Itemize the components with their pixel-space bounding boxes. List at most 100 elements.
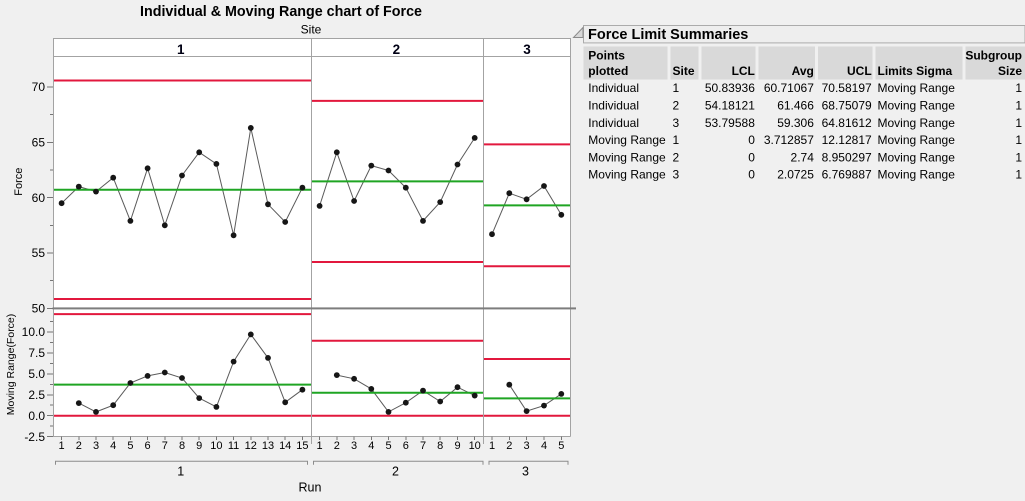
svg-text:2: 2 [506, 440, 512, 452]
svg-text:9: 9 [196, 440, 202, 452]
svg-text:10.0: 10.0 [22, 325, 46, 339]
svg-text:1: 1 [673, 133, 680, 147]
svg-text:3: 3 [673, 168, 680, 182]
svg-text:60.71067: 60.71067 [764, 81, 814, 95]
svg-text:2: 2 [392, 465, 399, 479]
svg-text:Moving Range: Moving Range [878, 99, 956, 113]
svg-text:6.769887: 6.769887 [822, 168, 872, 182]
svg-text:UCL: UCL [847, 64, 872, 78]
svg-text:3: 3 [524, 440, 530, 452]
svg-text:Moving Range: Moving Range [878, 81, 956, 95]
svg-text:10: 10 [469, 440, 481, 452]
svg-text:0: 0 [748, 168, 755, 182]
svg-text:8.950297: 8.950297 [822, 150, 872, 164]
svg-text:2.5: 2.5 [28, 388, 45, 402]
svg-text:2.0725: 2.0725 [777, 168, 814, 182]
svg-text:1: 1 [1015, 81, 1022, 95]
svg-text:5.0: 5.0 [28, 367, 45, 381]
svg-text:12.12817: 12.12817 [822, 133, 872, 147]
svg-text:Individual: Individual [588, 116, 639, 130]
svg-text:13: 13 [262, 440, 274, 452]
svg-text:Force: Force [13, 168, 25, 196]
svg-text:LCL: LCL [732, 64, 755, 78]
svg-text:68.75079: 68.75079 [822, 99, 872, 113]
svg-text:Force Limit Summaries: Force Limit Summaries [588, 27, 748, 43]
svg-text:70.58197: 70.58197 [822, 81, 872, 95]
svg-text:Moving Range: Moving Range [878, 168, 956, 182]
svg-text:59.306: 59.306 [777, 116, 814, 130]
svg-text:3: 3 [673, 116, 680, 130]
svg-text:5: 5 [385, 440, 391, 452]
svg-text:0: 0 [748, 133, 755, 147]
svg-text:Moving Range: Moving Range [878, 133, 956, 147]
svg-text:Moving Range: Moving Range [588, 133, 666, 147]
svg-text:8: 8 [437, 440, 443, 452]
svg-text:14: 14 [279, 440, 291, 452]
svg-text:6: 6 [403, 440, 409, 452]
svg-text:Subgroup: Subgroup [965, 49, 1022, 63]
svg-text:53.79588: 53.79588 [705, 116, 755, 130]
svg-text:Points: Points [588, 49, 625, 63]
svg-text:12: 12 [245, 440, 257, 452]
svg-text:0: 0 [748, 150, 755, 164]
svg-text:Run: Run [299, 481, 322, 495]
svg-text:1: 1 [1015, 150, 1022, 164]
svg-text:7.5: 7.5 [28, 346, 45, 360]
svg-text:Site: Site [301, 23, 322, 37]
svg-text:1: 1 [1015, 116, 1022, 130]
svg-text:5: 5 [127, 440, 133, 452]
svg-text:4: 4 [110, 440, 116, 452]
svg-text:2.74: 2.74 [791, 150, 815, 164]
svg-text:6: 6 [145, 440, 151, 452]
svg-text:Individual: Individual [588, 81, 639, 95]
svg-text:10: 10 [210, 440, 222, 452]
svg-text:3: 3 [523, 42, 531, 57]
svg-text:50.83936: 50.83936 [705, 81, 755, 95]
svg-text:1: 1 [317, 440, 323, 452]
svg-text:3: 3 [351, 440, 357, 452]
svg-text:1: 1 [177, 42, 185, 57]
svg-text:1: 1 [1015, 99, 1022, 113]
svg-text:1: 1 [1015, 133, 1022, 147]
svg-text:7: 7 [420, 440, 426, 452]
svg-text:-2.5: -2.5 [24, 430, 45, 444]
svg-text:Site: Site [673, 64, 695, 78]
svg-text:3: 3 [93, 440, 99, 452]
svg-text:Individual & Moving Range char: Individual & Moving Range chart of Force [140, 4, 422, 20]
svg-text:1: 1 [673, 81, 680, 95]
svg-text:11: 11 [228, 440, 239, 452]
svg-text:70: 70 [32, 80, 46, 94]
svg-text:60: 60 [32, 191, 46, 205]
svg-text:Individual: Individual [588, 99, 639, 113]
svg-text:Moving Range: Moving Range [878, 150, 956, 164]
svg-text:61.466: 61.466 [777, 99, 814, 113]
svg-text:Moving Range(Force): Moving Range(Force) [5, 314, 17, 416]
svg-text:0.0: 0.0 [28, 409, 45, 423]
svg-text:4: 4 [368, 440, 374, 452]
svg-text:1: 1 [1015, 168, 1022, 182]
svg-text:8: 8 [179, 440, 185, 452]
svg-text:1: 1 [59, 440, 65, 452]
svg-text:3: 3 [522, 465, 529, 479]
svg-text:3.712857: 3.712857 [764, 133, 814, 147]
svg-text:5: 5 [558, 440, 564, 452]
svg-text:50: 50 [32, 302, 46, 316]
svg-text:65: 65 [32, 136, 46, 150]
svg-text:1: 1 [489, 440, 495, 452]
svg-text:2: 2 [673, 99, 680, 113]
svg-text:Limits Sigma: Limits Sigma [878, 64, 953, 78]
svg-text:2: 2 [76, 440, 82, 452]
svg-text:plotted: plotted [588, 64, 628, 78]
svg-text:Moving Range: Moving Range [878, 116, 956, 130]
svg-text:55: 55 [32, 246, 46, 260]
svg-text:Avg: Avg [792, 64, 814, 78]
svg-text:Moving Range: Moving Range [588, 168, 666, 182]
svg-text:15: 15 [296, 440, 308, 452]
svg-text:2: 2 [393, 42, 401, 57]
svg-text:Moving Range: Moving Range [588, 150, 666, 164]
svg-text:7: 7 [162, 440, 168, 452]
svg-text:1: 1 [177, 465, 184, 479]
svg-text:4: 4 [541, 440, 547, 452]
svg-text:54.18121: 54.18121 [705, 99, 755, 113]
svg-text:2: 2 [334, 440, 340, 452]
